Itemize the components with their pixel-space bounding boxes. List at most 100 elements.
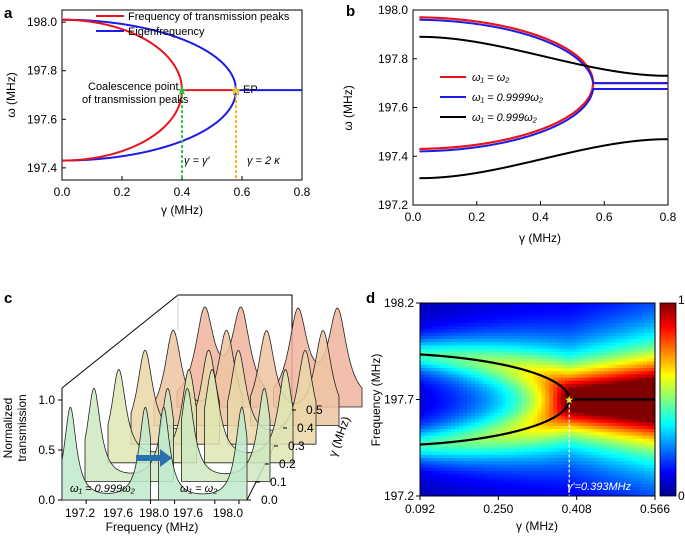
- d-heat-cell: [545, 373, 550, 378]
- d-heat-cell: [474, 331, 480, 336]
- d-heat-cell: [529, 389, 535, 394]
- d-heat-cell: [498, 338, 503, 343]
- d-heat-cell: [561, 473, 566, 478]
- d-heat-cell: [584, 428, 590, 433]
- d-heat-cell: [521, 470, 527, 475]
- d-heat-cell: [611, 412, 617, 417]
- d-heat-cell: [600, 476, 605, 481]
- d-heat-cell: [561, 418, 566, 423]
- d-heat-cell: [525, 479, 531, 484]
- d-heat-cell: [482, 486, 488, 491]
- d-heat-cell: [443, 409, 449, 413]
- d-heat-cell: [635, 425, 640, 430]
- d-heat-cell: [545, 344, 550, 349]
- d-heat-cell: [635, 348, 640, 352]
- d-heat-cell: [517, 489, 523, 494]
- d-heat-cell: [576, 322, 582, 327]
- d-heat-cell: [423, 325, 429, 330]
- d-heat-cell: [533, 325, 539, 330]
- d-heat-cell: [431, 306, 437, 311]
- d-heat-cell: [420, 483, 425, 487]
- d-heat-cell: [490, 315, 496, 320]
- d-heat-cell: [568, 370, 574, 375]
- d-heat-cell: [482, 386, 488, 391]
- d-heat-cell: [423, 328, 429, 333]
- d-heat-cell: [611, 476, 617, 481]
- d-heat-cell: [592, 315, 597, 320]
- d-heat-cell: [470, 483, 476, 487]
- d-heat-cell: [435, 348, 441, 352]
- d-heat-cell: [478, 483, 484, 487]
- d-heat-cell: [423, 370, 429, 375]
- d-heat-cell: [615, 479, 621, 484]
- d-heat-cell: [557, 335, 562, 339]
- d-heat-cell: [435, 425, 441, 430]
- d-heat-cell: [580, 483, 586, 487]
- d-heat-cell: [545, 450, 550, 455]
- d-heat-cell: [561, 376, 566, 381]
- d-heat-cell: [588, 399, 593, 404]
- d-heat-cell: [611, 431, 617, 436]
- d-heat-cell: [580, 409, 586, 413]
- y-tick-label: 197.8: [378, 52, 408, 66]
- d-heat-cell: [447, 357, 452, 362]
- d-heat-cell: [439, 389, 445, 394]
- d-heat-cell: [423, 354, 429, 359]
- d-heat-cell: [494, 412, 499, 417]
- d-heat-cell: [431, 412, 437, 417]
- d-heat-cell: [561, 389, 566, 394]
- d-heat-cell: [584, 338, 590, 343]
- d-heat-cell: [427, 467, 433, 471]
- d-heat-cell: [647, 438, 652, 442]
- x-tick-label: 0.8: [294, 185, 311, 199]
- d-heat-cell: [619, 338, 625, 343]
- d-heat-cell: [627, 399, 633, 404]
- d-heat-cell: [482, 438, 488, 442]
- d-heat-cell: [611, 354, 617, 359]
- d-heat-cell: [420, 370, 425, 375]
- d-heat-cell: [517, 467, 523, 471]
- d-heat-cell: [459, 386, 464, 391]
- d-heat-cell: [600, 351, 605, 356]
- d-heat-cell: [627, 338, 633, 343]
- d-heat-cell: [439, 402, 445, 407]
- d-heat-cell: [643, 341, 648, 346]
- d-heat-cell: [506, 418, 511, 423]
- d-heat-cell: [494, 457, 499, 462]
- d-heat-cell: [631, 370, 637, 375]
- panel-label-a: a: [4, 5, 13, 22]
- d-heat-cell: [553, 341, 558, 346]
- d-heat-cell: [631, 389, 637, 394]
- d-heat-cell: [623, 399, 629, 404]
- d-heat-cell: [459, 470, 464, 475]
- d-heat-cell: [553, 315, 558, 320]
- d-heat-cell: [564, 467, 570, 471]
- d-heat-cell: [608, 444, 613, 449]
- d-heat-cell: [443, 389, 449, 394]
- d-heat-cell: [635, 309, 640, 314]
- d-heat-cell: [451, 454, 456, 458]
- d-heat-cell: [423, 434, 429, 439]
- d-heat-cell: [467, 470, 472, 475]
- d-heat-cell: [639, 486, 644, 491]
- d-heat-cell: [600, 486, 605, 491]
- d-heat-cell: [431, 325, 437, 330]
- d-heat-cell: [592, 364, 597, 368]
- d-heat-cell: [443, 479, 449, 484]
- d-heat-cell: [631, 489, 637, 494]
- d-heat-cell: [557, 399, 562, 404]
- d-heat-cell: [580, 405, 586, 410]
- d-heat-cell: [651, 351, 655, 356]
- d-heat-cell: [561, 405, 566, 410]
- d-heat-cell: [611, 303, 617, 307]
- d-heat-cell: [557, 434, 562, 439]
- d-heat-cell: [482, 428, 488, 433]
- d-heat-cell: [553, 434, 558, 439]
- d-heat-cell: [529, 460, 535, 465]
- d-heat-cell: [600, 412, 605, 417]
- d-heat-cell: [623, 354, 629, 359]
- d-heat-cell: [619, 454, 625, 458]
- d-heat-cell: [576, 447, 582, 452]
- d-heat-cell: [635, 351, 640, 356]
- d-heat-cell: [608, 409, 613, 413]
